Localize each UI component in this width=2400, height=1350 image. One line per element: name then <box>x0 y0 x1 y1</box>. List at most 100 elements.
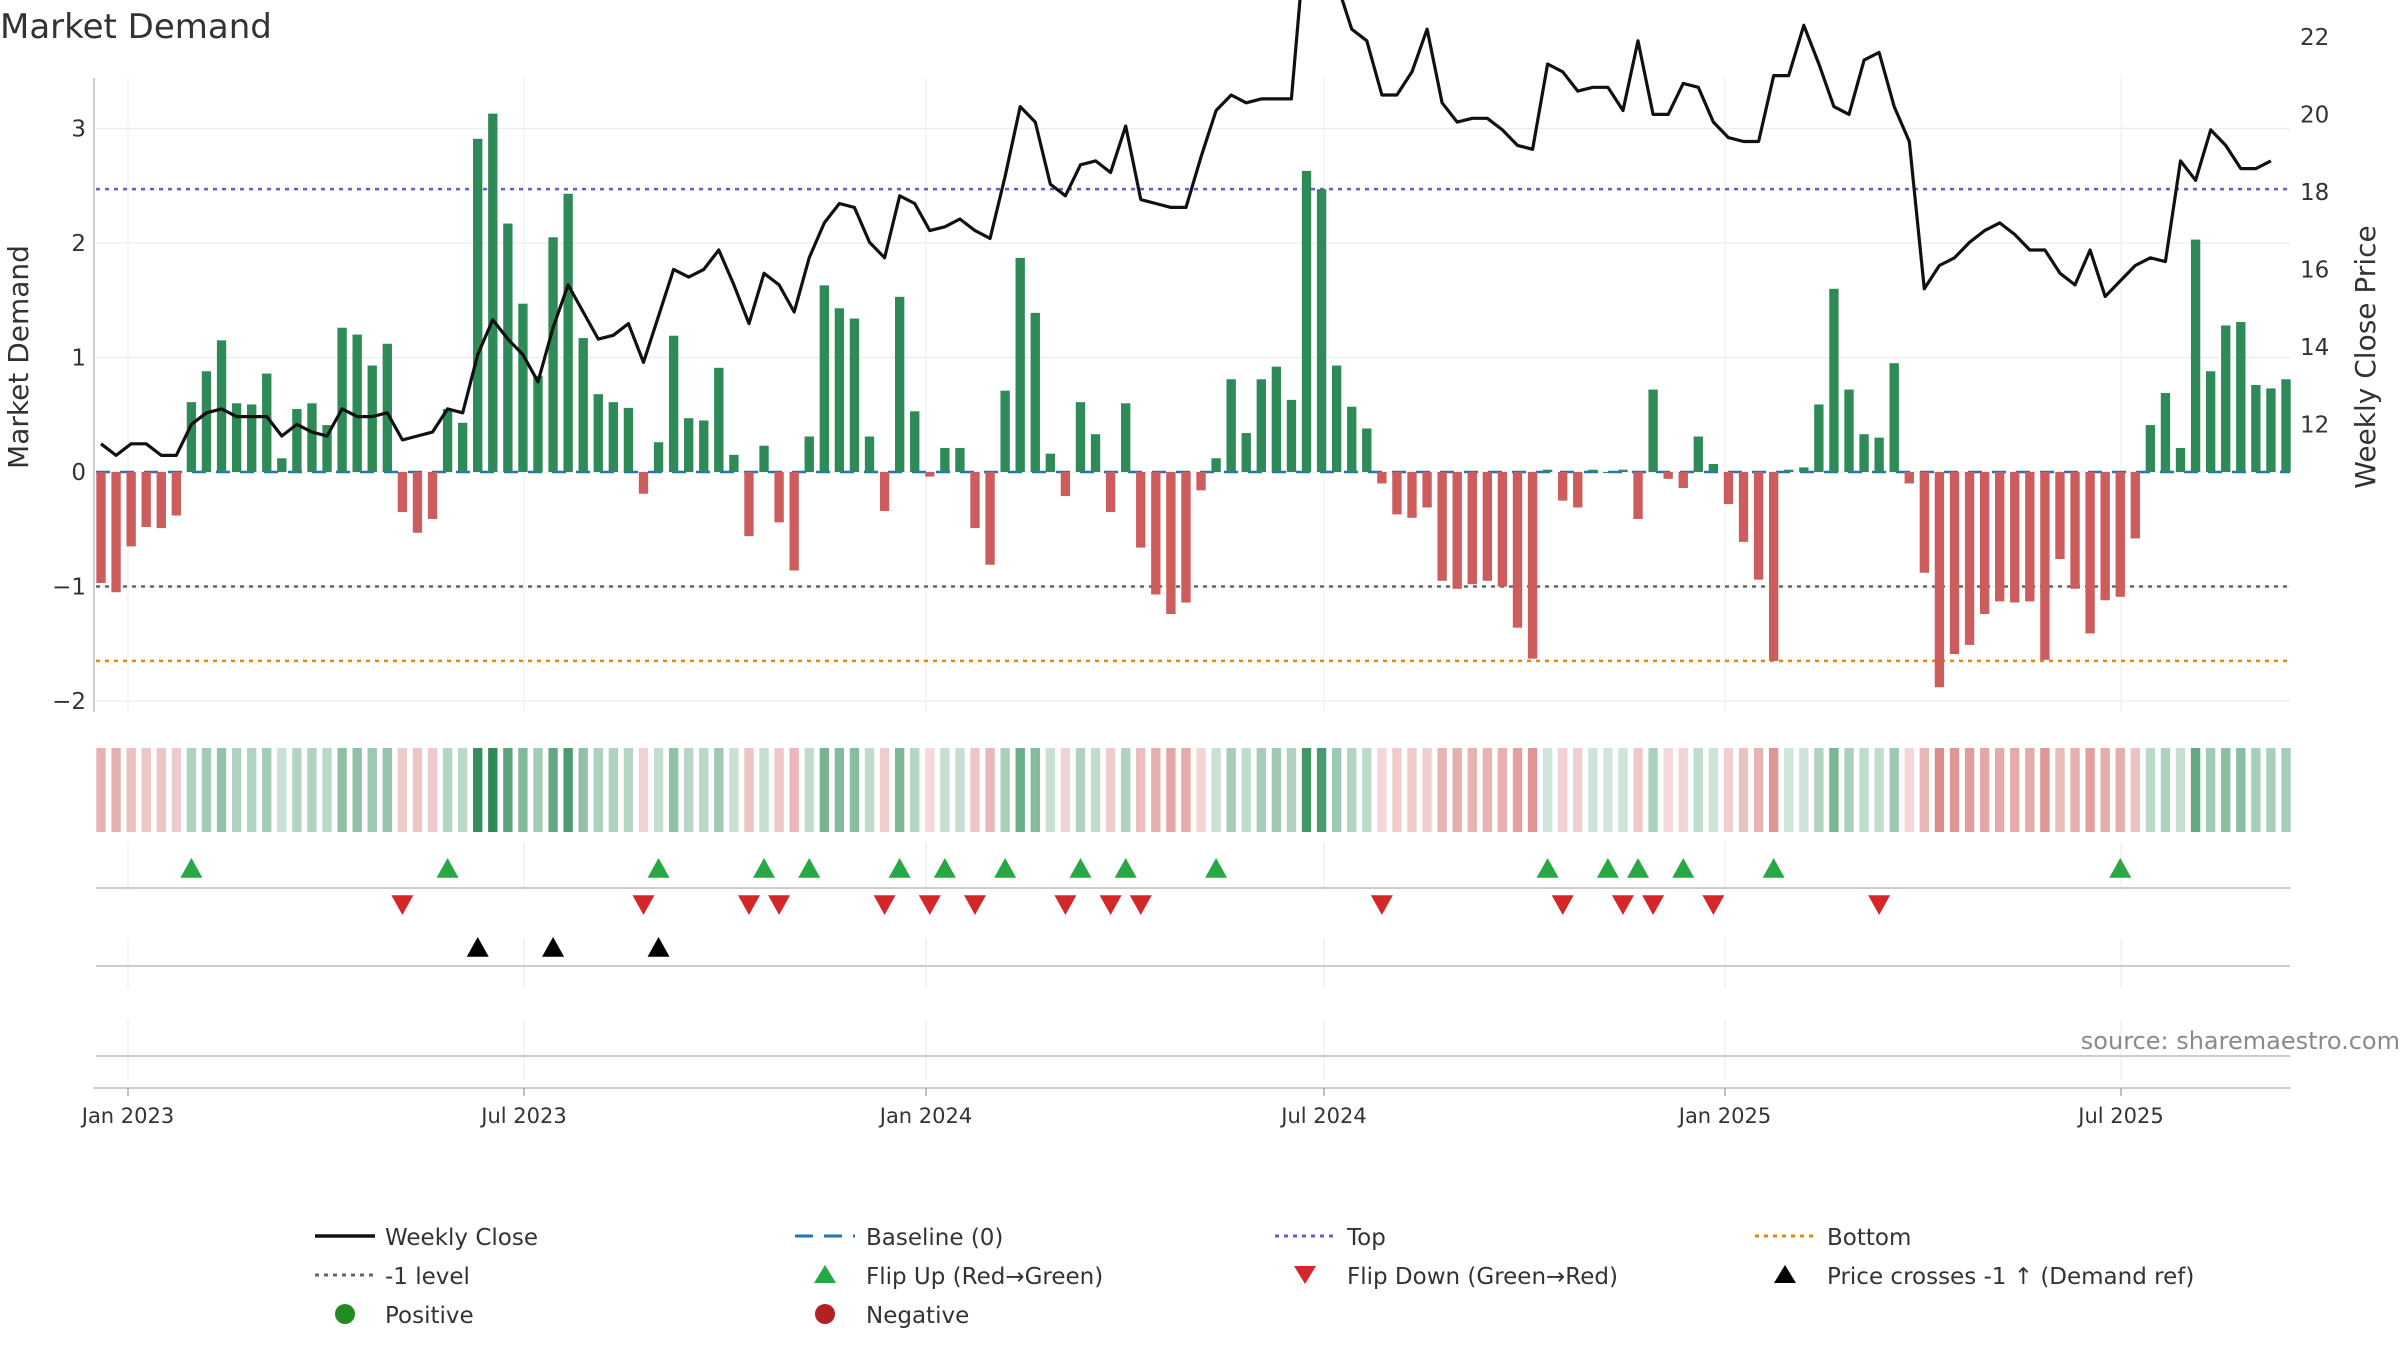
heat-strip-cell <box>156 748 166 832</box>
weekly-close-line <box>100 0 2272 457</box>
flip-down-marker <box>1099 895 1122 915</box>
heat-strip-cell <box>367 748 377 832</box>
flip-down-marker <box>1551 895 1574 915</box>
legend-item-flip-down: Flip Down (Green→Red) <box>1294 1264 1618 1290</box>
demand-bar <box>804 436 814 472</box>
legend-label-baseline: Baseline (0) <box>866 1225 1003 1251</box>
heat-strip-cell <box>2190 748 2201 832</box>
demand-bar <box>156 472 166 529</box>
flip-down-marker <box>632 895 655 915</box>
legend-item-minus-one-level: -1 level <box>315 1264 470 1290</box>
heat-strip-cell <box>2055 748 2065 832</box>
heat-strip-cell <box>1497 748 1508 832</box>
flip-down-marker <box>737 895 760 915</box>
demand-bar <box>849 318 860 472</box>
demand-bar <box>578 338 588 472</box>
legend-item-positive: Positive <box>335 1303 474 1329</box>
chart-title: Market Demand <box>0 7 272 47</box>
heat-strip-cell <box>1166 748 1176 832</box>
heat-strip-cell <box>759 748 769 832</box>
source-credit: source: sharemaestro.com <box>2081 1027 2400 1055</box>
heat-strip-cell <box>563 748 573 832</box>
demand-bar <box>442 409 453 472</box>
demand-bar <box>367 365 377 472</box>
flip-up-marker <box>436 858 459 878</box>
legend-label-bottom: Bottom <box>1827 1225 1911 1251</box>
demand-bar <box>1558 472 1568 501</box>
heat-strip-cell <box>894 748 905 832</box>
legend-item-flip-up: Flip Up (Red→Green) <box>814 1264 1103 1290</box>
demand-bar <box>1452 472 1462 589</box>
demand-bar <box>653 442 664 472</box>
heat-strip-cell <box>608 748 619 832</box>
heat-strip-cell <box>1331 748 1342 832</box>
heat-strip-cell <box>1377 748 1387 832</box>
flip-down-marker <box>1054 895 1077 915</box>
demand-bar <box>1316 189 1327 472</box>
demand-bar <box>623 407 634 472</box>
flip-up-marker <box>1627 858 1650 878</box>
heat-strip-cell <box>2251 748 2261 832</box>
heat-strip-cell <box>1573 748 1583 832</box>
demand-bar <box>684 418 694 472</box>
y-tick-right-2: 22 <box>2300 25 2329 51</box>
heat-strip-cell <box>1919 748 1930 832</box>
demand-bar <box>292 409 302 472</box>
demand-bar <box>186 402 197 472</box>
flip-down-marker <box>768 895 791 915</box>
heat-strip-cell <box>849 748 860 832</box>
heat-strip-cell <box>985 748 995 832</box>
demand-bar <box>699 420 709 472</box>
demand-bar <box>307 403 317 472</box>
demand-bar <box>1256 379 1266 472</box>
heat-strip-cell <box>699 748 709 832</box>
demand-bar <box>834 308 845 472</box>
heat-strip-cell <box>1105 748 1116 832</box>
heat-strip-cell <box>623 748 634 832</box>
demand-bar <box>2055 472 2065 560</box>
heat-strip-cell <box>578 748 588 832</box>
demand-bar <box>1090 434 1101 472</box>
price-cross-marker <box>647 937 670 957</box>
heat-strip-cell <box>1362 748 1372 832</box>
demand-bars <box>96 113 2291 688</box>
flip-up-marker <box>888 858 911 878</box>
demand-bar <box>1030 312 1040 472</box>
demand-bar <box>1422 472 1432 508</box>
demand-bar <box>2205 371 2216 472</box>
heat-strip-cell <box>1241 748 1251 832</box>
demand-bar <box>1362 428 1372 472</box>
legend-label-negative: Negative <box>866 1303 969 1329</box>
heat-strip-cell <box>668 748 679 832</box>
y-tick-right-4: 18 <box>2300 180 2329 206</box>
heat-strip-cell <box>819 748 829 832</box>
heat-strip-cell <box>1648 748 1658 832</box>
heat-strip-cell <box>804 748 814 832</box>
y-tick-left-2: 1 <box>71 346 86 372</box>
heat-strip-cell <box>593 748 603 832</box>
heat-strip-cell <box>729 748 739 832</box>
demand-bar <box>2281 379 2291 472</box>
demand-bar <box>1949 472 1960 655</box>
demand-bar <box>1331 365 1342 472</box>
y-tick-left-3: 0 <box>71 460 86 486</box>
flip-down-marker <box>1611 895 1634 915</box>
heat-strip-cell <box>2010 748 2020 832</box>
demand-bar <box>1347 406 1357 472</box>
heat-strip-cell <box>262 748 272 832</box>
legend-item-price-crosses: Price crosses -1 ↑ (Demand ref) <box>1774 1264 2194 1290</box>
heat-strip-cell <box>653 748 664 832</box>
demand-bar <box>2221 325 2231 472</box>
grid-lines <box>96 78 2290 1080</box>
heat-strip-cell <box>1588 748 1598 832</box>
demand-bar <box>729 454 739 472</box>
demand-bar <box>1844 389 1854 472</box>
demand-bar <box>171 472 182 516</box>
demand-bar <box>1497 472 1508 587</box>
heat-strip-cell <box>879 748 890 832</box>
demand-bar <box>1738 472 1749 542</box>
heat-strip-cell <box>1633 748 1643 832</box>
demand-bar <box>1648 389 1658 472</box>
